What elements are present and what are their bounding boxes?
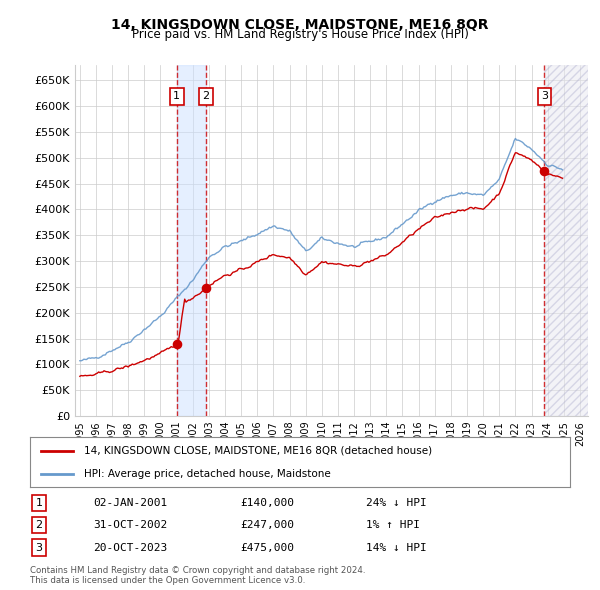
Text: £247,000: £247,000 — [240, 520, 294, 530]
Text: 3: 3 — [541, 91, 548, 101]
Text: Contains HM Land Registry data © Crown copyright and database right 2024.: Contains HM Land Registry data © Crown c… — [30, 566, 365, 575]
Text: 20-OCT-2023: 20-OCT-2023 — [93, 543, 167, 552]
Point — [539, 166, 549, 175]
Text: 14, KINGSDOWN CLOSE, MAIDSTONE, ME16 8QR: 14, KINGSDOWN CLOSE, MAIDSTONE, ME16 8QR — [111, 18, 489, 32]
Text: 3: 3 — [35, 543, 43, 552]
Bar — [544, 65, 588, 416]
Bar — [544, 65, 588, 416]
Text: £475,000: £475,000 — [240, 543, 294, 552]
Text: 2: 2 — [35, 520, 43, 530]
Point — [202, 284, 211, 293]
Text: 1% ↑ HPI: 1% ↑ HPI — [366, 520, 420, 530]
Text: 1: 1 — [173, 91, 180, 101]
Text: 2: 2 — [203, 91, 210, 101]
Point — [172, 339, 182, 348]
Text: 14% ↓ HPI: 14% ↓ HPI — [366, 543, 427, 552]
Text: 1: 1 — [35, 498, 43, 507]
Text: 31-OCT-2002: 31-OCT-2002 — [93, 520, 167, 530]
Text: 24% ↓ HPI: 24% ↓ HPI — [366, 498, 427, 507]
Bar — [177, 65, 206, 416]
Text: 02-JAN-2001: 02-JAN-2001 — [93, 498, 167, 507]
Text: Price paid vs. HM Land Registry's House Price Index (HPI): Price paid vs. HM Land Registry's House … — [131, 28, 469, 41]
Text: 14, KINGSDOWN CLOSE, MAIDSTONE, ME16 8QR (detached house): 14, KINGSDOWN CLOSE, MAIDSTONE, ME16 8QR… — [84, 445, 432, 455]
Text: HPI: Average price, detached house, Maidstone: HPI: Average price, detached house, Maid… — [84, 469, 331, 479]
Text: £140,000: £140,000 — [240, 498, 294, 507]
Text: This data is licensed under the Open Government Licence v3.0.: This data is licensed under the Open Gov… — [30, 576, 305, 585]
